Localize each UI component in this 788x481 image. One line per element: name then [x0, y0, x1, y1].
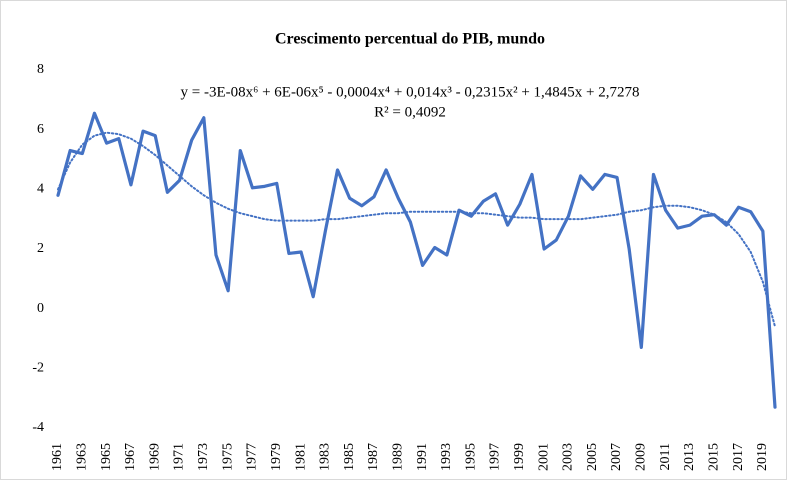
x-tick-label: 1963: [75, 443, 90, 471]
data-line: [56, 111, 777, 409]
x-tick-label: 1969: [147, 443, 162, 471]
x-tick-label: 1993: [439, 443, 454, 471]
x-tick-label: 2003: [561, 443, 576, 471]
x-tick-label: 1997: [488, 443, 503, 471]
x-tick-label: 1999: [512, 443, 527, 471]
x-tick-label: 1965: [99, 443, 114, 471]
chart-title: Crescimento percentual do PIB, mundo: [275, 31, 545, 48]
x-tick-label: 1983: [318, 443, 333, 471]
x-tick-label: 1979: [269, 443, 284, 471]
x-tick-label: 1977: [245, 443, 260, 471]
trend-line: [57, 131, 776, 328]
y-tick-label: 0: [37, 301, 44, 316]
y-tick-label: 6: [37, 122, 44, 137]
y-tick-label: 4: [37, 182, 44, 197]
x-tick-label: 1971: [172, 443, 187, 471]
x-tick-label: 2013: [682, 443, 697, 471]
x-tick-label: 2015: [706, 443, 721, 471]
x-tick-label: 1989: [390, 443, 405, 471]
x-tick-label: 2011: [658, 443, 673, 470]
y-tick-label: 2: [37, 241, 44, 256]
x-tick-label: 1991: [415, 443, 430, 471]
x-tick-label: 1981: [293, 443, 308, 471]
x-tick-label: 2019: [755, 443, 770, 471]
x-tick-label: 1961: [50, 443, 65, 471]
x-tick-label: 1967: [123, 443, 138, 471]
trend-equation: y = -3E-08x⁶ + 6E-06x⁵ - 0,0004x⁴ + 0,01…: [180, 84, 639, 100]
x-tick-label: 1975: [220, 443, 235, 471]
x-tick-label: 1973: [196, 443, 211, 471]
x-tick-label: 1995: [463, 443, 478, 471]
x-tick-label: 2009: [634, 443, 649, 471]
x-tick-label: 2007: [609, 443, 624, 471]
y-tick-label: -2: [32, 361, 44, 376]
x-tick-label: 1985: [342, 443, 357, 471]
x-tick-label: 2017: [731, 443, 746, 471]
trend-r2: R² = 0,4092: [374, 104, 446, 120]
y-tick-label: -4: [32, 420, 44, 435]
x-tick-label: 1987: [366, 443, 381, 471]
y-tick-label: 8: [37, 62, 44, 77]
x-tick-label: 2001: [536, 443, 551, 471]
x-tick-label: 2005: [585, 443, 600, 471]
